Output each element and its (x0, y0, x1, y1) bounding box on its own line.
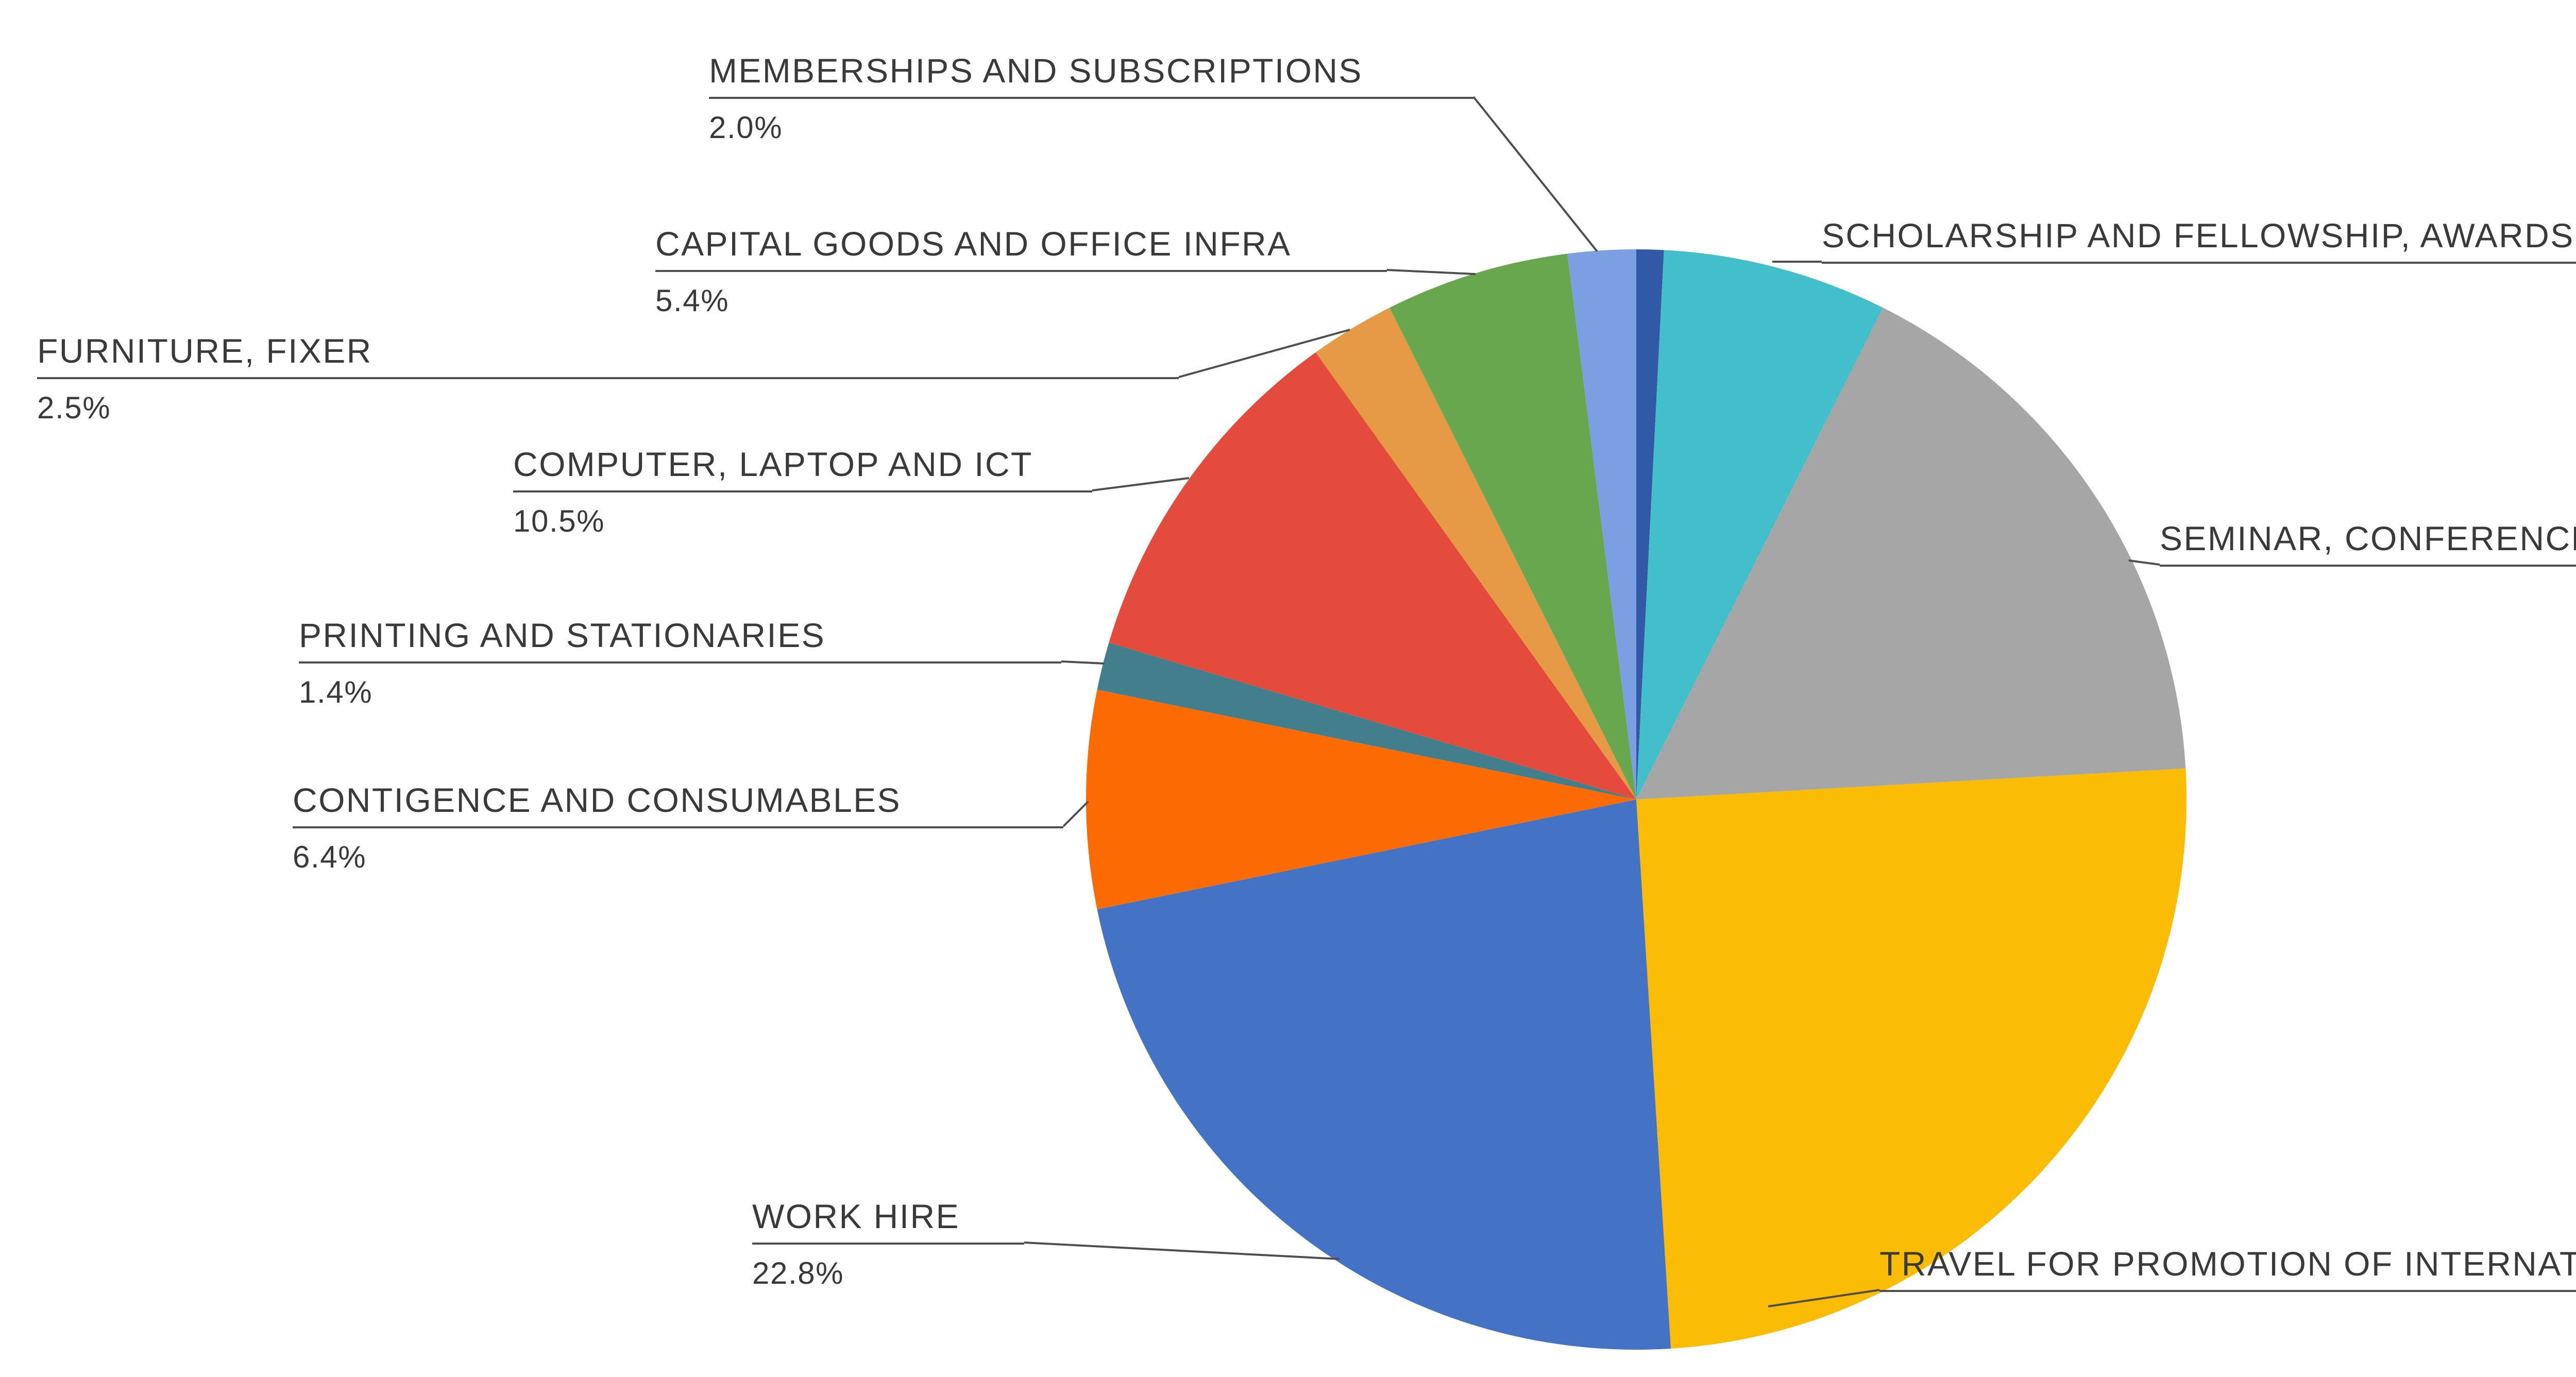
leader-line-4 (1024, 1242, 1340, 1260)
leader-line-2 (2128, 559, 2160, 566)
pie-slice-6[interactable] (1097, 642, 1636, 800)
pie-slice-7[interactable] (1109, 352, 1636, 800)
leader-line-8 (1178, 329, 1350, 378)
pie-slice-1[interactable] (1636, 250, 1883, 800)
pie-slice-5[interactable] (1086, 689, 1636, 910)
leader-line-9 (1386, 269, 1476, 275)
pie-slice-3[interactable] (1636, 768, 2187, 1349)
pie-slice-4[interactable] (1097, 800, 1671, 1350)
pie-slice-8[interactable] (1315, 308, 1636, 800)
pie-slice-2[interactable] (1636, 308, 2186, 800)
leader-line-6 (1061, 660, 1105, 665)
leader-line-5 (1062, 801, 1089, 827)
pie-slice-0[interactable] (1636, 249, 1664, 800)
leader-line-7 (1092, 477, 1190, 491)
leader-line-10 (1472, 96, 1598, 252)
pie-slice-9[interactable] (1389, 253, 1636, 800)
leader-line-3 (1768, 1289, 1880, 1307)
pie-slice-10[interactable] (1567, 249, 1636, 800)
